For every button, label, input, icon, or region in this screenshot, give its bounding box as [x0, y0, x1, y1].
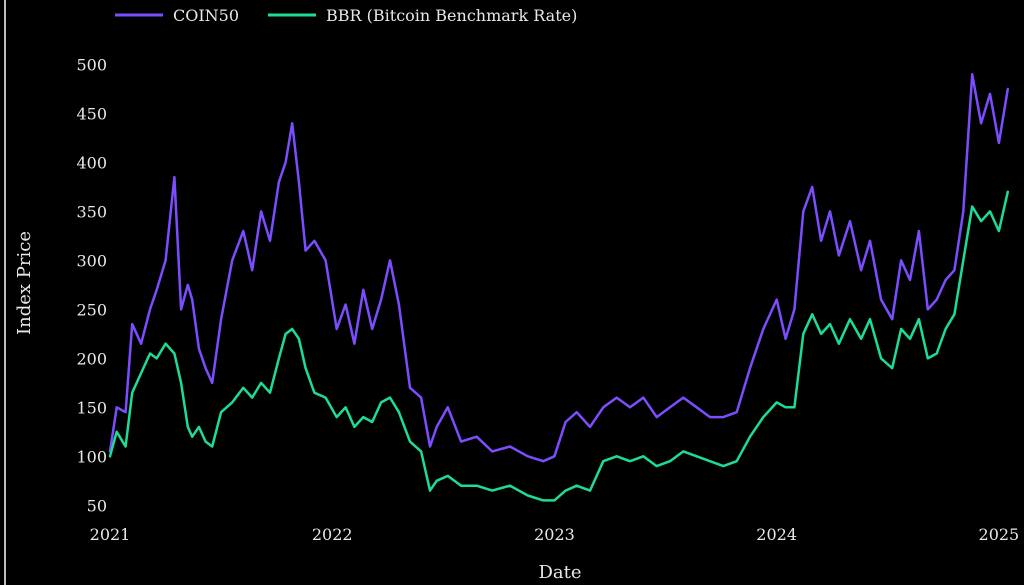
- y-tick-label: 150: [76, 398, 107, 417]
- x-tick-label: 2022: [312, 525, 353, 544]
- x-tick-label: 2024: [756, 525, 797, 544]
- y-tick-label: 200: [76, 349, 107, 368]
- legend-label-coin50: COIN50: [173, 6, 239, 25]
- y-tick-label: 350: [76, 202, 107, 221]
- y-tick-label: 500: [76, 55, 107, 74]
- legend[interactable]: COIN50 BBR (Bitcoin Benchmark Rate): [115, 6, 577, 25]
- series-lines: [108, 73, 1010, 502]
- series-line-coin50: [108, 73, 1010, 463]
- y-tick-label: 50: [87, 496, 107, 515]
- x-axis-ticks: 2021 2022 2023 2024 2025: [90, 525, 1020, 544]
- y-tick-label: 450: [76, 104, 107, 123]
- y-tick-label: 300: [76, 251, 107, 270]
- x-tick-label: 2021: [90, 525, 131, 544]
- y-axis-ticks: 50 100 150 200 250 300 350 400 450 500: [76, 55, 107, 515]
- x-tick-label: 2025: [979, 525, 1020, 544]
- y-axis-title: Index Price: [14, 231, 35, 335]
- y-tick-label: 250: [76, 300, 107, 319]
- y-tick-label: 400: [76, 153, 107, 172]
- x-tick-label: 2023: [534, 525, 575, 544]
- legend-label-bbr: BBR (Bitcoin Benchmark Rate): [326, 6, 577, 25]
- series-line-bbr: [108, 190, 1010, 502]
- x-axis-title: Date: [538, 562, 581, 583]
- y-tick-label: 100: [76, 447, 107, 466]
